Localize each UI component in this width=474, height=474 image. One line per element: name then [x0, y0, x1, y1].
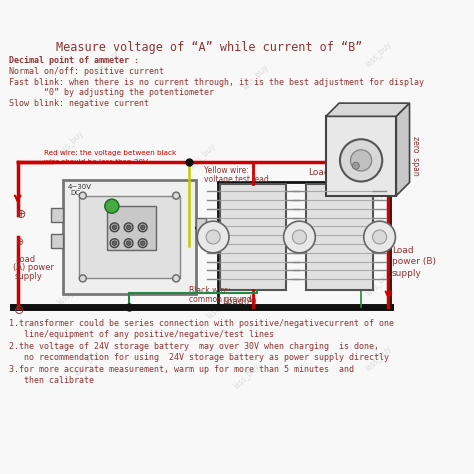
Text: kiss_buy: kiss_buy [64, 199, 94, 228]
Circle shape [206, 230, 220, 244]
Polygon shape [326, 103, 410, 116]
Text: Transformer: Transformer [343, 103, 397, 112]
Circle shape [124, 239, 133, 247]
Text: V-CAL: V-CAL [83, 212, 115, 222]
Text: kiss_buy: kiss_buy [73, 348, 103, 378]
Text: kiss_buy: kiss_buy [214, 211, 244, 241]
Circle shape [197, 221, 229, 253]
Circle shape [173, 192, 180, 199]
Circle shape [140, 241, 145, 246]
Text: kiss_buy: kiss_buy [241, 62, 270, 91]
Text: Load(B): Load(B) [308, 168, 343, 177]
Text: DC: DC [71, 190, 81, 196]
Circle shape [127, 225, 131, 229]
Text: supply: supply [392, 269, 422, 278]
Bar [326, 116, 396, 196]
Circle shape [79, 192, 86, 199]
Text: Red wire: the voltage between black: Red wire: the voltage between black [44, 150, 176, 156]
Text: kiss_buy: kiss_buy [232, 361, 261, 391]
Text: kiss_buy: kiss_buy [364, 40, 393, 70]
Circle shape [364, 221, 395, 253]
Text: Load: Load [15, 255, 35, 264]
Text: Black wire:: Black wire: [189, 286, 231, 295]
Circle shape [105, 199, 119, 213]
Circle shape [140, 225, 145, 229]
Text: 4~30V: 4~30V [68, 184, 92, 190]
Text: $\oplus$: $\oplus$ [15, 209, 26, 221]
Text: “0” by adjusting the potentiometer: “0” by adjusting the potentiometer [9, 88, 214, 97]
Text: kiss_buy: kiss_buy [328, 119, 358, 149]
Bar [307, 184, 373, 290]
Text: 2.the voltage of 24V storage battery  may over 30V when charging  is done,: 2.the voltage of 24V storage battery may… [9, 342, 379, 351]
Text: Fast blink: when there is no current through, it is the best adjustment for disp: Fast blink: when there is no current thr… [9, 78, 424, 87]
Text: kiss_buy: kiss_buy [188, 141, 218, 171]
Bar [195, 218, 206, 239]
Circle shape [138, 223, 147, 232]
Circle shape [124, 223, 133, 232]
Text: kiss_buy: kiss_buy [55, 278, 85, 307]
Circle shape [112, 241, 117, 246]
Text: Decimal point of ammeter :: Decimal point of ammeter : [9, 56, 139, 65]
Text: Load(A): Load(A) [222, 297, 257, 306]
Text: Measure voltage of “A” while current of “B”: Measure voltage of “A” while current of … [55, 41, 362, 54]
Circle shape [110, 223, 119, 232]
Text: Slow blink: negative current: Slow blink: negative current [9, 99, 149, 108]
Text: common ground: common ground [189, 295, 252, 304]
Circle shape [112, 225, 117, 229]
Text: kiss_buy: kiss_buy [364, 269, 393, 299]
Bar [220, 184, 286, 290]
Circle shape [79, 275, 86, 282]
Circle shape [138, 239, 147, 247]
Text: power (B): power (B) [392, 257, 436, 266]
Text: kiss_buy: kiss_buy [55, 128, 85, 157]
Circle shape [373, 230, 387, 244]
Text: (A) power: (A) power [13, 264, 54, 273]
Circle shape [292, 230, 307, 244]
Circle shape [351, 150, 372, 171]
Text: kiss_buy: kiss_buy [364, 344, 393, 374]
Text: then calibrate: then calibrate [9, 376, 94, 385]
Text: kiss_buy: kiss_buy [355, 190, 385, 219]
Text: kiss_buy: kiss_buy [91, 49, 120, 78]
Text: zero  span: zero span [411, 136, 420, 176]
Text: voltage test lead: voltage test lead [204, 175, 269, 184]
Text: Normal on/off: positive current: Normal on/off: positive current [9, 67, 164, 76]
Text: no recommendation for using  24V storage battery as power supply directly: no recommendation for using 24V storage … [9, 353, 389, 362]
Text: supply: supply [15, 272, 43, 281]
Bar [64, 180, 195, 294]
Text: 3.for more accurate measurement, warm up for more than 5 minutes  and: 3.for more accurate measurement, warm up… [9, 365, 354, 374]
Bar [108, 206, 156, 250]
Text: $\oplus$: $\oplus$ [15, 236, 24, 247]
Text: Load: Load [392, 246, 413, 255]
Text: 1.transformer could be series connection with positive/negativecurrent of one: 1.transformer could be series connection… [9, 319, 394, 328]
Circle shape [352, 162, 359, 169]
Text: $\ominus$: $\ominus$ [13, 304, 25, 317]
Circle shape [110, 239, 119, 247]
Text: Yellow wire:: Yellow wire: [204, 166, 249, 175]
Text: line/equipment of any positive/negative/test lines: line/equipment of any positive/negative/… [9, 330, 274, 339]
Circle shape [340, 139, 382, 182]
Circle shape [173, 275, 180, 282]
Bar [51, 234, 64, 248]
Text: wire should be less than 30V: wire should be less than 30V [44, 159, 148, 165]
Bar [51, 208, 64, 222]
Circle shape [127, 241, 131, 246]
Bar [79, 196, 180, 278]
Circle shape [283, 221, 315, 253]
Polygon shape [396, 103, 410, 196]
Text: kiss_buy: kiss_buy [205, 291, 235, 320]
